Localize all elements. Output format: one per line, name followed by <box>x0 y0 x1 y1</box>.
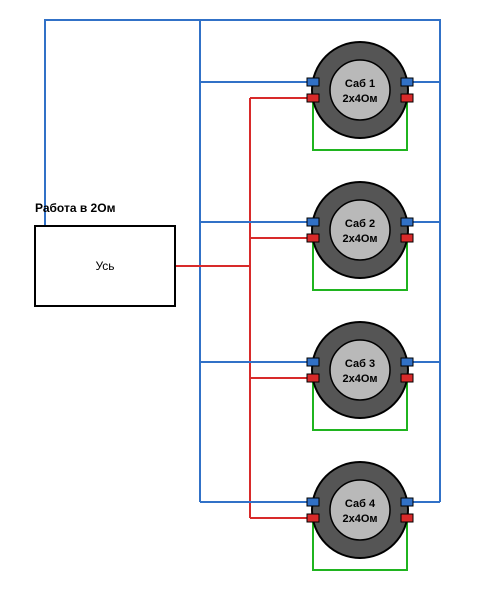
speaker-label-2: 2x4Ом <box>342 513 377 525</box>
speaker-cone-inner <box>330 60 390 120</box>
terminal-neg-left <box>307 218 319 226</box>
amp-label: Усь <box>95 259 114 273</box>
speaker-label-2: 2x4Ом <box>342 373 377 385</box>
terminal-pos-left <box>307 94 319 102</box>
terminal-pos-right <box>401 374 413 382</box>
speaker-label-1: Саб 1 <box>345 78 375 90</box>
terminal-neg-right <box>401 358 413 366</box>
terminal-pos-left <box>307 374 319 382</box>
terminal-pos-left <box>307 514 319 522</box>
terminal-neg-left <box>307 358 319 366</box>
speaker-label-2: 2x4Ом <box>342 93 377 105</box>
sub1: Саб 1 2x4Ом <box>307 42 413 138</box>
terminal-pos-right <box>401 94 413 102</box>
terminal-neg-right <box>401 498 413 506</box>
terminal-pos-right <box>401 514 413 522</box>
terminal-pos-left <box>307 234 319 242</box>
speaker-label-2: 2x4Ом <box>342 233 377 245</box>
terminal-pos-right <box>401 234 413 242</box>
sub3: Саб 3 2x4Ом <box>307 322 413 418</box>
sub2: Саб 2 2x4Ом <box>307 182 413 278</box>
speaker-cone-inner <box>330 480 390 540</box>
speaker-label-1: Саб 2 <box>345 218 375 230</box>
terminal-neg-right <box>401 78 413 86</box>
speaker-cone-inner <box>330 340 390 400</box>
speaker-label-1: Саб 4 <box>345 498 376 510</box>
terminal-neg-right <box>401 218 413 226</box>
sub4: Саб 4 2x4Ом <box>307 462 413 558</box>
title-label: Работа в 2Ом <box>35 201 116 215</box>
speaker-cone-inner <box>330 200 390 260</box>
terminal-neg-left <box>307 78 319 86</box>
speaker-label-1: Саб 3 <box>345 358 375 370</box>
terminal-neg-left <box>307 498 319 506</box>
wiring-diagram: Работа в 2ОмУсьСаб 12x4ОмСаб 22x4ОмСаб 3… <box>0 0 500 600</box>
